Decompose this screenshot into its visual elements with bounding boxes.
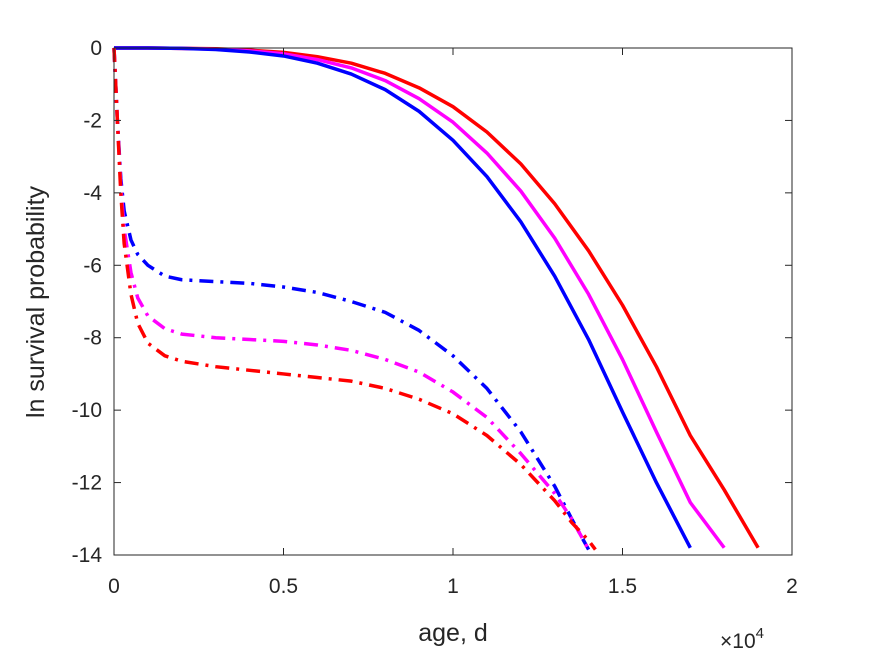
x-exponent-power: 4 bbox=[756, 625, 764, 642]
dashdot-series-line-5 bbox=[112, 47, 597, 551]
y-tick-label: 0 bbox=[90, 37, 102, 60]
series-layer bbox=[112, 46, 760, 551]
y-tick-label: -4 bbox=[83, 182, 102, 205]
y-tick-label: -14 bbox=[72, 544, 103, 567]
solid-series-line-2 bbox=[114, 46, 692, 549]
x-exponent-base: ×10 bbox=[720, 630, 756, 653]
y-tick-label: -6 bbox=[83, 254, 102, 277]
x-tick-label: 2 bbox=[786, 575, 798, 598]
x-tick-label: 1.5 bbox=[608, 575, 637, 598]
y-tick-label: -12 bbox=[72, 472, 102, 495]
dashdot-series-line-3 bbox=[112, 47, 591, 551]
y-tick-label: -2 bbox=[83, 109, 102, 132]
x-tick-label: 0.5 bbox=[269, 575, 298, 598]
x-tick-label: 1 bbox=[447, 575, 459, 598]
y-axis-label: ln survival probability bbox=[22, 185, 50, 418]
ticks-layer: 0 0.5 1 1.5 2 0 -2 -4 -6 -8 -10 -12 -14 bbox=[72, 37, 798, 598]
x-axis-label: age, d bbox=[418, 619, 488, 647]
x-exponent-label: ×104 bbox=[720, 625, 764, 653]
plot-area bbox=[114, 48, 792, 555]
x-tick-label: 0 bbox=[108, 575, 120, 598]
dashdot-series-line-4 bbox=[112, 47, 591, 551]
y-tick-label: -10 bbox=[72, 399, 102, 422]
y-tick-label: -8 bbox=[83, 327, 102, 350]
